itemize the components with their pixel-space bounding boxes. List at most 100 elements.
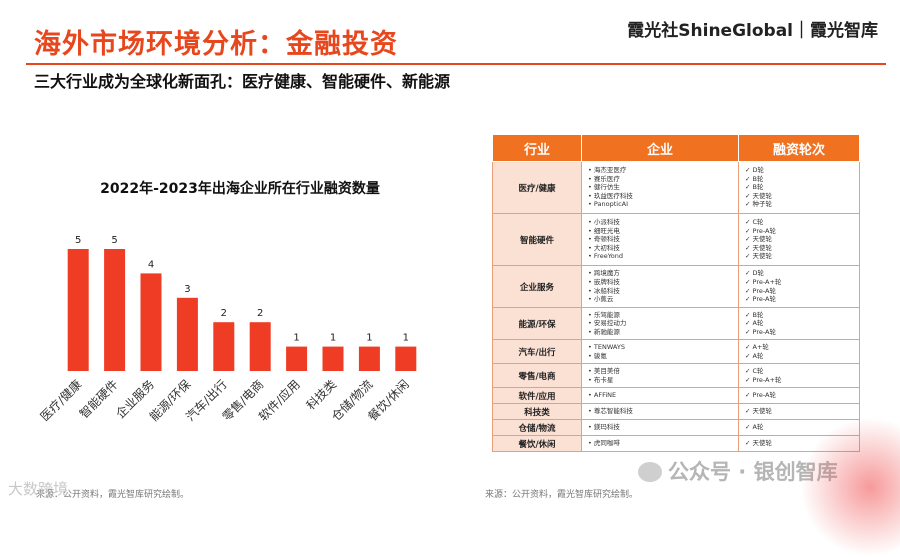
round-cell: C轮Pre-A+轮 xyxy=(738,363,860,388)
round-name: B轮 xyxy=(745,311,853,320)
company-name: 跨境魔方 xyxy=(588,269,732,278)
company-name: 尊芯智能科技 xyxy=(588,407,732,416)
x-tick-label: 医疗/健康 xyxy=(37,377,84,424)
table-header-row: 行业 企业 融资轮次 xyxy=(492,134,860,162)
company-name: 骏氪 xyxy=(588,352,732,361)
industry-cell: 医疗/健康 xyxy=(492,161,582,214)
header-company: 企业 xyxy=(581,134,739,162)
company-cell: 乐驾能源安易控动力新驰能源 xyxy=(581,307,739,340)
company-name: 美目美倍 xyxy=(588,367,732,376)
table-row: 零售/电商美目美倍布卡星C轮Pre-A+轮 xyxy=(492,363,860,388)
round-name: Pre-A轮 xyxy=(745,391,853,400)
round-name: D轮 xyxy=(745,166,853,175)
x-tick-label: 智能硬件 xyxy=(76,377,121,422)
industry-cell: 软件/应用 xyxy=(492,387,582,404)
company-name: 玖益医疗科技 xyxy=(588,192,732,201)
company-cell: 鎂玛科技 xyxy=(581,419,739,436)
round-cell: Pre-A轮 xyxy=(738,387,860,404)
company-cell: 美目美倍布卡星 xyxy=(581,363,739,388)
industry-cell: 零售/电商 xyxy=(492,363,582,388)
company-name: 海杰亚医疗 xyxy=(588,166,732,175)
bar xyxy=(140,273,162,371)
round-cell: D轮Pre-A+轮Pre-A轮Pre-A轮 xyxy=(738,265,860,308)
company-name: 新驰能源 xyxy=(588,328,732,337)
x-tick-label: 科技类 xyxy=(304,377,339,412)
round-name: C轮 xyxy=(745,218,853,227)
company-name: 健行仿生 xyxy=(588,183,732,192)
data-label: 1 xyxy=(293,333,299,344)
company-name: 小蕉云 xyxy=(588,295,732,304)
data-label: 5 xyxy=(75,235,81,246)
bar xyxy=(322,346,344,371)
round-name: C轮 xyxy=(745,367,853,376)
wechat-icon xyxy=(638,462,662,482)
round-name: 天使轮 xyxy=(745,407,853,416)
round-name: Pre-A轮 xyxy=(745,227,853,236)
company-name: 冰船科技 xyxy=(588,287,732,296)
financing-table: 行业 企业 融资轮次 医疗/健康海杰亚医疗赛乐医疗健行仿生玖益医疗科技Panop… xyxy=(492,134,860,452)
company-name: 布卡星 xyxy=(588,376,732,385)
table-row: 仓储/物流鎂玛科技 A轮 xyxy=(492,419,860,436)
round-cell: A+轮A轮 xyxy=(738,339,860,364)
company-name: 乐驾能源 xyxy=(588,311,732,320)
table-row: 餐饮/休闲虎同咖啡 天使轮 xyxy=(492,435,860,452)
company-name: 细旺光电 xyxy=(588,227,732,236)
round-name: Pre-A+轮 xyxy=(745,376,853,385)
table-row: 企业服务跨境魔方嵌牌科技冰船科技小蕉云D轮Pre-A+轮Pre-A轮Pre-A轮 xyxy=(492,265,860,308)
company-name: 虎同咖啡 xyxy=(588,439,732,448)
data-label: 1 xyxy=(330,333,336,344)
table-row: 软件/应用 AFFiNE Pre-A轮 xyxy=(492,387,860,404)
bar xyxy=(395,346,417,371)
round-name: Pre-A+轮 xyxy=(745,278,853,287)
financing-table-container: 行业 企业 融资轮次 医疗/健康海杰亚医疗赛乐医疗健行仿生玖益医疗科技Panop… xyxy=(492,134,860,452)
company-name: 奇顿科技 xyxy=(588,235,732,244)
round-cell: D轮B轮B轮天使轮种子轮 xyxy=(738,161,860,214)
chart-source-note: 来源：公开资料，霞光智库研究绘制。 xyxy=(36,490,190,500)
round-name: B轮 xyxy=(745,175,853,184)
round-name: 天使轮 xyxy=(745,192,853,201)
company-name: AFFiNE xyxy=(588,391,732,400)
brand-logo: 霞光社ShineGlobal｜霞光智库 xyxy=(627,21,878,41)
company-name: 鎂玛科技 xyxy=(588,423,732,432)
round-name: Pre-A轮 xyxy=(745,328,853,337)
company-cell: 小派科技细旺光电奇顿科技大初科技FreeYond xyxy=(581,213,739,266)
bar xyxy=(213,322,235,371)
company-name: PanopticAI xyxy=(588,200,732,209)
company-cell: AFFiNE xyxy=(581,387,739,404)
title-divider xyxy=(26,63,886,65)
company-name: FreeYond xyxy=(588,252,732,261)
round-name: A轮 xyxy=(745,352,853,361)
company-cell: 海杰亚医疗赛乐医疗健行仿生玖益医疗科技PanopticAI xyxy=(581,161,739,214)
industry-cell: 科技类 xyxy=(492,403,582,420)
company-cell: TENWAYS骏氪 xyxy=(581,339,739,364)
round-name: A轮 xyxy=(745,423,853,432)
round-name: 天使轮 xyxy=(745,439,853,448)
round-name: 天使轮 xyxy=(745,252,853,261)
round-cell: B轮A轮Pre-A轮 xyxy=(738,307,860,340)
table-row: 医疗/健康海杰亚医疗赛乐医疗健行仿生玖益医疗科技PanopticAID轮B轮B轮… xyxy=(492,161,860,214)
round-name: Pre-A轮 xyxy=(745,287,853,296)
header-round: 融资轮次 xyxy=(738,134,860,162)
table-row: 科技类尊芯智能科技 天使轮 xyxy=(492,403,860,420)
round-name: A+轮 xyxy=(745,343,853,352)
bar-chart: 5医疗/健康5智能硬件4企业服务3能源/环保2汽车/出行2零售/电商1软件/应用… xyxy=(37,235,417,424)
industry-cell: 汽车/出行 xyxy=(492,339,582,364)
round-name: B轮 xyxy=(745,183,853,192)
industry-cell: 仓储/物流 xyxy=(492,419,582,436)
page-subtitle: 三大行业成为全球化新面孔：医疗健康、智能硬件、新能源 xyxy=(34,72,451,91)
company-name: 嵌牌科技 xyxy=(588,278,732,287)
data-label: 2 xyxy=(257,308,263,319)
data-label: 2 xyxy=(221,308,227,319)
round-name: 天使轮 xyxy=(745,244,853,253)
page-title: 海外市场环境分析：金融投资 xyxy=(34,29,398,60)
bar xyxy=(67,249,89,371)
table-row: 智能硬件小派科技细旺光电奇顿科技大初科技FreeYondC轮Pre-A轮天使轮天… xyxy=(492,213,860,266)
round-cell: C轮Pre-A轮天使轮天使轮天使轮 xyxy=(738,213,860,266)
watermark-left: 大数跨境 xyxy=(8,480,69,498)
header-industry: 行业 xyxy=(492,134,582,162)
industry-cell: 能源/环保 xyxy=(492,307,582,340)
company-cell: 跨境魔方嵌牌科技冰船科技小蕉云 xyxy=(581,265,739,308)
bar xyxy=(358,346,380,371)
data-label: 1 xyxy=(366,333,372,344)
table-source-note: 来源：公开资料，霞光智库研究绘制。 xyxy=(485,490,639,500)
